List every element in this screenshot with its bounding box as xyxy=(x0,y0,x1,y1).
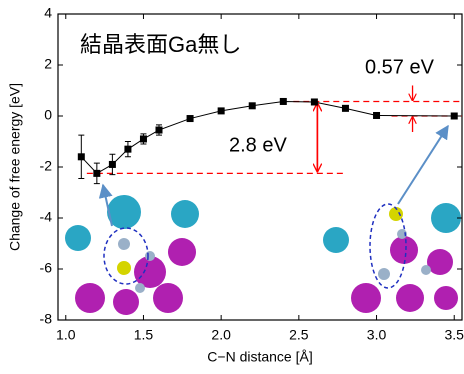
data-point xyxy=(93,170,100,177)
inset-left xyxy=(65,185,199,315)
data-point xyxy=(124,146,131,153)
data-point xyxy=(280,98,287,105)
data-point xyxy=(187,115,194,122)
data-point xyxy=(451,113,458,120)
x-tick-label: 3.0 xyxy=(367,327,387,343)
y-tick-label: -6 xyxy=(40,260,53,276)
y-tick-label: -2 xyxy=(40,158,53,174)
x-tick-label: 2.0 xyxy=(211,327,231,343)
data-point xyxy=(140,135,147,142)
y-tick-label: 2 xyxy=(44,56,52,72)
inset-right xyxy=(323,126,461,313)
data-point xyxy=(109,161,116,168)
data-point xyxy=(78,153,85,160)
x-tick-label: 2.5 xyxy=(289,327,309,343)
y-tick-label: 0 xyxy=(44,107,52,123)
annotation: 0.57 eV xyxy=(365,56,435,78)
data-point xyxy=(342,105,349,112)
x-tick-label: 3.5 xyxy=(444,327,464,343)
y-tick-label: -8 xyxy=(40,311,53,327)
data-point xyxy=(249,102,256,109)
y-tick-label: -4 xyxy=(40,209,53,225)
annotation: 2.8 eV xyxy=(229,134,287,156)
chart: 結晶表面Ga無し 0.57 eV 2.8 eV C−N distance [Å]… xyxy=(0,0,464,374)
x-axis-label: C−N distance [Å] xyxy=(207,349,312,365)
data-point xyxy=(156,127,163,134)
x-tick-label: 1.5 xyxy=(134,327,154,343)
y-tick-label: 4 xyxy=(44,5,52,21)
data-point xyxy=(311,98,318,105)
data-point xyxy=(218,107,225,114)
annotation: 結晶表面Ga無し xyxy=(80,32,241,57)
y-axis-label: Change of free energy [eV] xyxy=(7,83,23,251)
data-point xyxy=(373,112,380,119)
x-tick-label: 1.0 xyxy=(56,327,76,343)
